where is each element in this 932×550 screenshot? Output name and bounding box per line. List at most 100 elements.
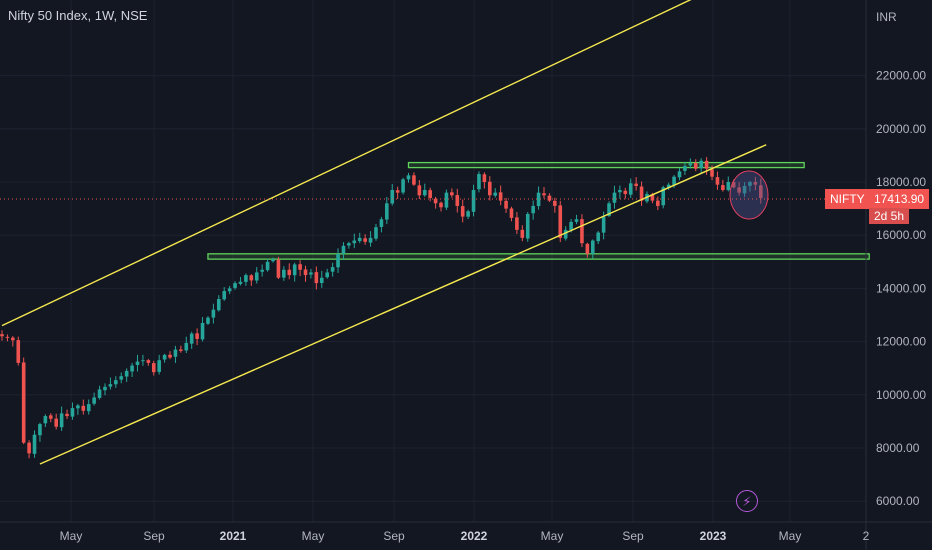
- candle: [444, 192, 449, 208]
- last-price-tag: 17413.90: [869, 189, 930, 209]
- candle: [292, 264, 297, 276]
- candle: [233, 283, 237, 288]
- candle: [43, 416, 48, 424]
- candle: [466, 211, 470, 217]
- bar-countdown: 2d 5h: [869, 208, 910, 224]
- candle: [11, 337, 15, 341]
- candle: [417, 185, 422, 196]
- candle: [704, 160, 709, 169]
- candle: [590, 240, 595, 254]
- candlestick-series: [0, 157, 763, 459]
- candle: [195, 333, 199, 339]
- candle: [59, 413, 64, 428]
- resistance-zone: [407, 161, 805, 169]
- candle: [726, 182, 731, 191]
- candle: [16, 340, 21, 363]
- candle: [303, 269, 308, 276]
- candle: [553, 200, 557, 206]
- price-tick-label: 10000.00: [876, 388, 926, 402]
- candle: [493, 192, 498, 196]
- candle: [666, 184, 671, 188]
- candle: [124, 370, 129, 377]
- candle: [32, 434, 37, 454]
- candle: [217, 299, 221, 311]
- candle: [86, 404, 91, 412]
- symbol-tag: NIFTY: [825, 189, 870, 209]
- candle: [368, 237, 373, 243]
- candle: [672, 176, 676, 185]
- candle: [244, 275, 248, 282]
- channel-lower-line: [39, 144, 767, 465]
- candle: [146, 360, 151, 363]
- candle: [547, 195, 552, 201]
- candle: [439, 202, 443, 208]
- candle: [92, 397, 96, 404]
- lightning-icon[interactable]: ⚡: [736, 490, 758, 512]
- candle: [363, 238, 367, 242]
- candle: [460, 206, 465, 217]
- candle: [693, 162, 698, 169]
- candle: [54, 418, 58, 427]
- candle: [433, 198, 438, 204]
- candle: [70, 408, 75, 417]
- candle: [542, 193, 546, 196]
- time-tick-label: 2022: [461, 529, 488, 543]
- candle: [173, 349, 178, 357]
- candle: [390, 189, 395, 204]
- price-tick-label: 16000.00: [876, 228, 926, 242]
- candle: [488, 181, 492, 196]
- candle: [612, 192, 617, 203]
- candle: [569, 221, 573, 230]
- candle: [661, 187, 666, 206]
- candle: [455, 195, 460, 206]
- channel-upper-line: [1, 0, 692, 327]
- chart-title: Nifty 50 Index, 1W, NSE: [8, 8, 148, 23]
- candle: [238, 281, 243, 284]
- candle: [97, 389, 102, 398]
- time-axis[interactable]: May Sep 2021 May Sep 2022 May Sep 2023 May 2: [60, 529, 870, 543]
- candle: [515, 217, 519, 230]
- candle: [151, 363, 156, 373]
- candle: [509, 208, 514, 218]
- candle: [731, 182, 736, 188]
- candle: [119, 376, 124, 380]
- candle: [525, 213, 530, 239]
- candle: [498, 192, 503, 201]
- time-tick-label: May: [60, 529, 83, 543]
- candle: [471, 189, 476, 212]
- candle: [21, 362, 26, 443]
- candle: [428, 190, 432, 198]
- candle: [184, 342, 189, 351]
- candle: [141, 360, 145, 362]
- price-tick-label: 18000.00: [876, 175, 926, 189]
- candle: [276, 259, 281, 278]
- candle: [206, 317, 210, 324]
- candle: [395, 190, 400, 193]
- candle: [742, 185, 747, 194]
- candle: [623, 190, 628, 194]
- price-tick-label: 8000.00: [876, 441, 920, 455]
- candle: [379, 219, 384, 227]
- price-axis[interactable]: 22000.00 20000.00 18000.00 16000.00 14000.00…: [876, 69, 926, 509]
- price-tick-label: 22000.00: [876, 69, 926, 83]
- candle: [254, 272, 259, 281]
- candle: [531, 205, 535, 214]
- candle: [325, 272, 329, 278]
- price-tick-label: 6000.00: [876, 494, 920, 508]
- time-tick-label: 2021: [220, 529, 247, 543]
- candle: [699, 160, 703, 169]
- candle: [715, 177, 720, 185]
- candle: [688, 163, 693, 166]
- candle: [482, 174, 487, 182]
- candle: [211, 309, 216, 318]
- candle: [520, 229, 525, 238]
- candle: [265, 261, 270, 271]
- candle: [103, 386, 107, 391]
- candle: [287, 269, 292, 276]
- candle: [656, 200, 660, 206]
- candle: [352, 240, 357, 244]
- time-tick-label: Sep: [143, 529, 165, 543]
- candle: [634, 183, 638, 186]
- candle: [76, 405, 80, 409]
